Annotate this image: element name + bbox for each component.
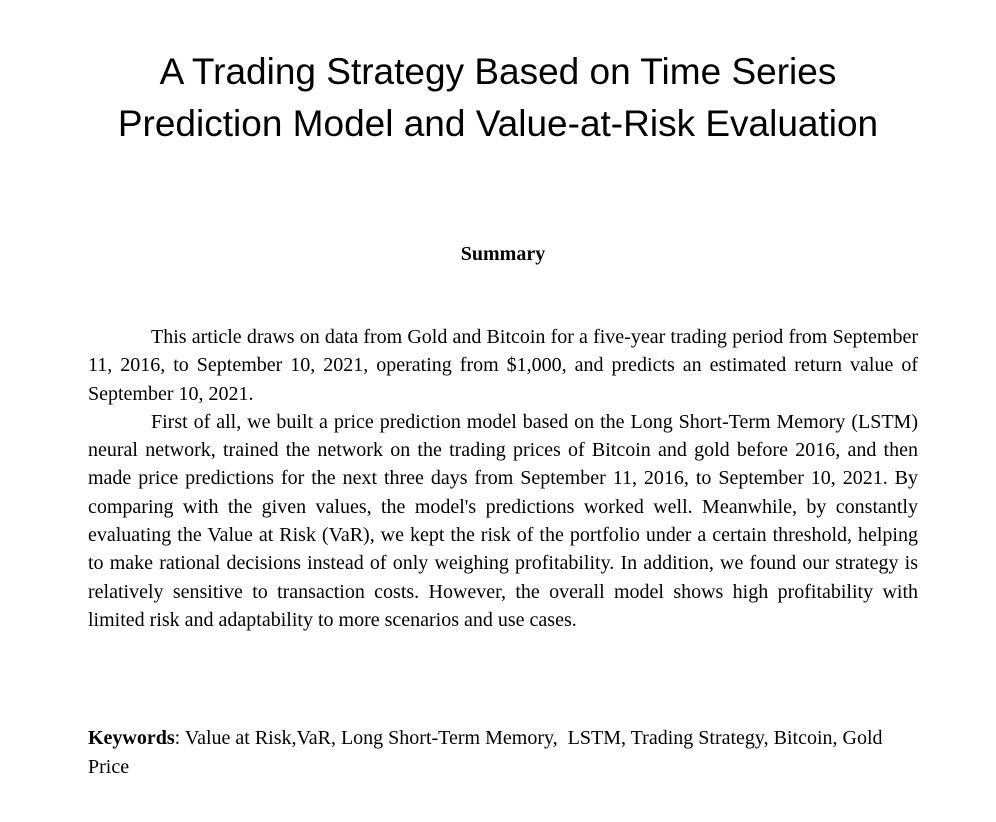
paper-title: A Trading Strategy Based on Time Series …: [60, 46, 936, 150]
keywords-line: Keywords: Value at Risk,VaR, Long Short-…: [88, 724, 918, 782]
keywords-label: Keywords: [88, 727, 175, 749]
keywords-text: Value at Risk,VaR, Long Short-Term Memor…: [88, 727, 888, 778]
abstract-paragraph-1: This article draws on data from Gold and…: [88, 326, 918, 405]
keywords-separator: :: [174, 727, 181, 749]
summary-heading: Summary: [460, 243, 546, 265]
title-line-2: Prediction Model and Value-at-Risk Evalu…: [117, 103, 879, 144]
abstract-paragraph-2: First of all, we built a price predictio…: [88, 410, 918, 631]
title-line-1: A Trading Strategy Based on Time Series: [159, 51, 837, 92]
abstract-body: This article draws on data from Gold and…: [88, 323, 918, 634]
